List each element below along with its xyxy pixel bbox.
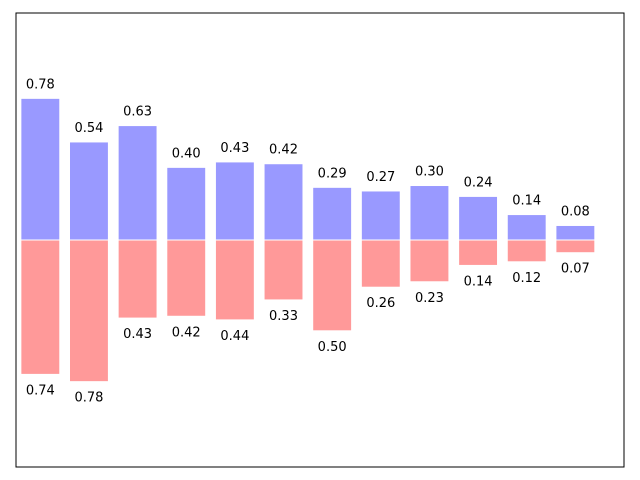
positive-bar-1	[69, 141, 109, 241]
positive-bar-5	[263, 163, 304, 241]
negative-bar-label-10: 0.12	[512, 271, 541, 286]
negative-bar-label-11: 0.07	[561, 262, 590, 277]
positive-bar-0	[20, 97, 61, 241]
positive-bar-3	[166, 166, 207, 241]
negative-bar-label-3: 0.42	[172, 325, 201, 340]
negative-bar-5	[263, 239, 304, 301]
negative-bar-2	[117, 239, 158, 319]
negative-bar-6	[312, 239, 353, 332]
positive-bar-7	[360, 190, 401, 241]
bars-layer	[20, 97, 596, 383]
labels-layer: 0.78 0.54 0.63 0.40 0.43 0.42 0.29 0.27 0.30 0.24…	[26, 77, 590, 405]
negative-bar-label-2: 0.43	[123, 327, 152, 342]
negative-bar-label-0: 0.74	[26, 383, 55, 398]
negative-bar-label-8: 0.23	[415, 291, 444, 306]
negative-bar-label-5: 0.33	[269, 309, 298, 324]
positive-bar-10	[506, 214, 547, 241]
negative-bar-label-4: 0.44	[220, 329, 249, 344]
negative-bar-label-9: 0.14	[464, 274, 493, 289]
positive-bar-2	[117, 125, 158, 241]
negative-bar-1	[69, 239, 109, 383]
positive-bar-4	[214, 161, 255, 241]
positive-bar-label-0: 0.78	[26, 77, 55, 92]
negative-bar-label-6: 0.50	[318, 340, 347, 355]
positive-bar-6	[312, 186, 353, 241]
plot-frame	[15, 12, 625, 468]
negative-bar-10	[506, 239, 547, 263]
negative-bar-4	[214, 239, 255, 321]
negative-bar-8	[409, 239, 450, 283]
positive-bar-label-4: 0.43	[220, 141, 249, 156]
negative-bar-label-7: 0.26	[366, 296, 395, 311]
positive-bar-label-10: 0.14	[512, 194, 541, 209]
negative-bar-label-1: 0.78	[74, 391, 103, 406]
positive-bar-label-7: 0.27	[366, 170, 395, 185]
positive-bar-label-11: 0.08	[561, 204, 590, 219]
negative-bar-0	[20, 239, 61, 375]
negative-bar-3	[166, 239, 207, 317]
positive-bar-label-2: 0.63	[123, 105, 152, 120]
negative-bar-7	[360, 239, 401, 288]
positive-bar-label-5: 0.42	[269, 143, 298, 158]
positive-bar-label-9: 0.24	[464, 175, 493, 190]
positive-bar-label-1: 0.54	[74, 121, 103, 136]
negative-bar-11	[555, 239, 596, 254]
positive-bar-8	[409, 185, 450, 241]
positive-bar-11	[555, 224, 596, 241]
negative-bar-9	[458, 239, 499, 266]
positive-bar-label-3: 0.40	[172, 146, 201, 161]
positive-bar-9	[458, 195, 499, 241]
positive-bar-label-8: 0.30	[415, 165, 444, 180]
positive-bar-label-6: 0.29	[318, 166, 347, 181]
